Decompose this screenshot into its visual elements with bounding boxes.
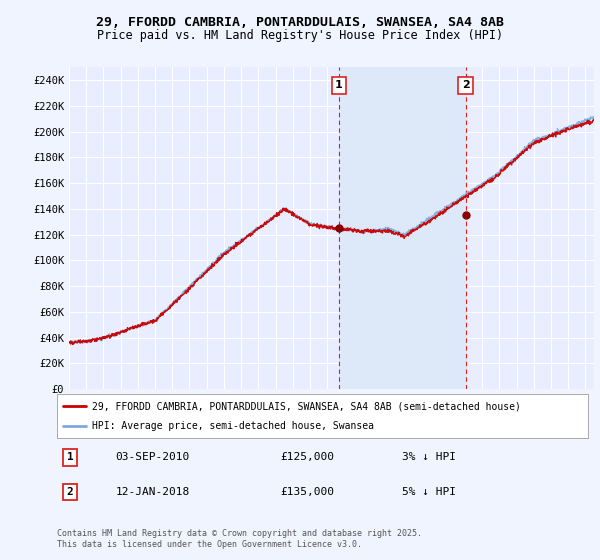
Text: 29, FFORDD CAMBRIA, PONTARDDULAIS, SWANSEA, SA4 8AB: 29, FFORDD CAMBRIA, PONTARDDULAIS, SWANS… (96, 16, 504, 29)
Text: 3% ↓ HPI: 3% ↓ HPI (402, 452, 456, 463)
Text: 5% ↓ HPI: 5% ↓ HPI (402, 487, 456, 497)
Text: £125,000: £125,000 (280, 452, 334, 463)
Text: Price paid vs. HM Land Registry's House Price Index (HPI): Price paid vs. HM Land Registry's House … (97, 29, 503, 43)
Text: 1: 1 (335, 80, 343, 90)
Text: 2: 2 (67, 487, 73, 497)
Text: 2: 2 (462, 80, 469, 90)
Text: Contains HM Land Registry data © Crown copyright and database right 2025.
This d: Contains HM Land Registry data © Crown c… (57, 529, 422, 549)
Bar (339, 67, 466, 389)
Text: 1: 1 (67, 452, 73, 463)
Text: 29, FFORDD CAMBRIA, PONTARDDULAIS, SWANSEA, SA4 8AB (semi-detached house): 29, FFORDD CAMBRIA, PONTARDDULAIS, SWANS… (92, 401, 520, 411)
Text: 03-SEP-2010: 03-SEP-2010 (115, 452, 190, 463)
Text: HPI: Average price, semi-detached house, Swansea: HPI: Average price, semi-detached house,… (92, 421, 374, 431)
Text: £135,000: £135,000 (280, 487, 334, 497)
Text: 12-JAN-2018: 12-JAN-2018 (115, 487, 190, 497)
